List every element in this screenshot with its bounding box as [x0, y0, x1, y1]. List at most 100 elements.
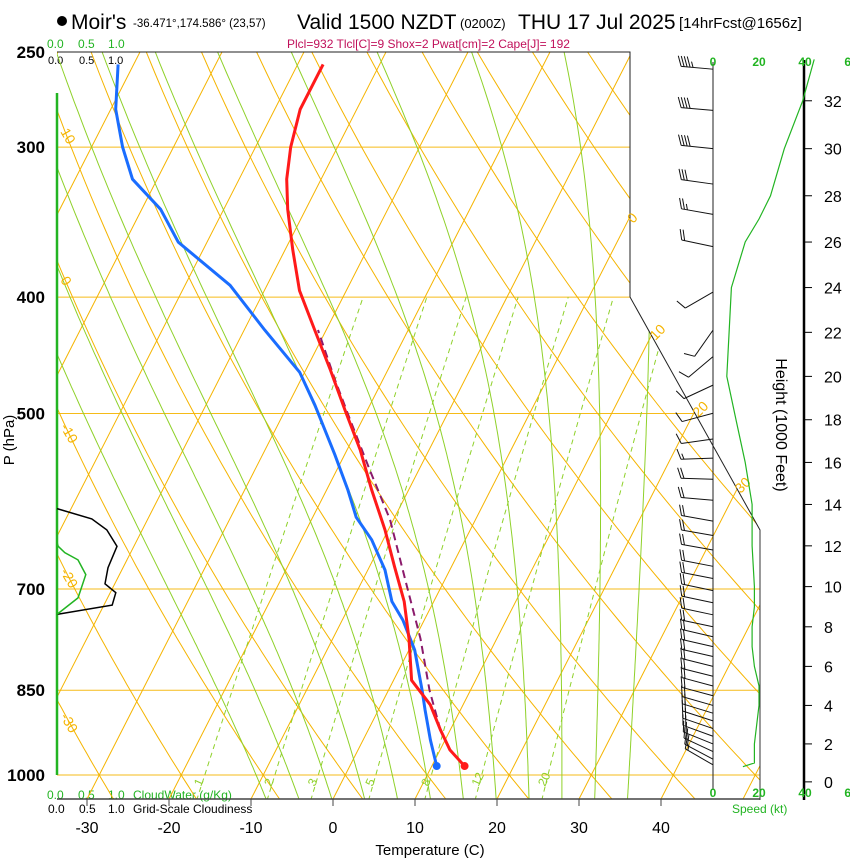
height-tick-label: 32 [824, 94, 842, 111]
dry-adiabat-line [409, 52, 760, 799]
moist-adiabat-line [146, 52, 432, 799]
barb-feather [675, 412, 683, 422]
barb-staff [685, 748, 714, 766]
wind-barb [679, 504, 714, 522]
barb-staff [681, 529, 714, 537]
barb-feather [679, 549, 683, 561]
temperature-tick-label: 20 [488, 820, 506, 837]
barb-feather [679, 229, 683, 241]
isotherm-line [577, 52, 760, 799]
speed-tick-label: 0 [710, 55, 717, 69]
barb-staff [681, 559, 714, 567]
barb-staff [681, 638, 714, 648]
temperature-tick-label: 10 [406, 820, 424, 837]
height-tick-label: 16 [824, 455, 842, 472]
pressure-tick-label: 400 [17, 288, 45, 307]
barb-staff [683, 384, 714, 400]
wind-barb [679, 519, 714, 537]
barb-feather [682, 229, 686, 241]
pressure-tick-label: 300 [17, 138, 45, 157]
barb-feather [682, 619, 686, 631]
cloudiness-line [56, 507, 118, 616]
barb-feather [682, 505, 685, 517]
barb-half-feather [681, 453, 685, 460]
height-tick-label: 8 [824, 620, 833, 637]
temperature-tick-label: -30 [75, 820, 98, 837]
wind-barb [684, 733, 714, 760]
cloudwater-tick: 1.0 [108, 37, 125, 51]
barb-staff [685, 291, 714, 309]
barb-staff [681, 595, 714, 604]
forecast-info: [14hrFcst@1656z] [679, 15, 802, 32]
height-tick-label: 4 [824, 698, 833, 715]
mixing-ratio-line [266, 297, 428, 799]
barb-feather [686, 135, 691, 147]
dry-adiabat-line [137, 52, 614, 799]
wind-barb [683, 727, 714, 752]
barb-staff [681, 619, 714, 628]
barb-feather [679, 573, 683, 585]
wind-barb [677, 467, 714, 480]
barb-feather [684, 737, 688, 749]
valid-time: Valid 1500 NZDT [297, 11, 457, 34]
forecast-date: THU 17 Jul 2025 [518, 11, 676, 34]
barb-feather [682, 585, 686, 597]
temperature-tick-label: 30 [570, 820, 588, 837]
mixing-ratio-line [474, 297, 614, 799]
mixing-ratio-label: 2 [261, 776, 277, 788]
height-tick-label: 10 [824, 580, 842, 597]
mixing-ratio-label: 1 [191, 776, 207, 788]
barb-feather [682, 562, 686, 574]
height-tick-label: 18 [824, 413, 842, 430]
barb-staff [681, 658, 714, 667]
cloudiness-tick: 0.0 [48, 55, 63, 67]
height-tick-label: 22 [824, 325, 842, 342]
height-tick-label: 14 [824, 497, 842, 514]
dry-adiabat-line [57, 52, 115, 799]
barb-feather [679, 618, 683, 630]
temperature-tick-label: 0 [329, 820, 338, 837]
cloud-scale-bottom: 0.0 0.5 1.0 CloudWater (g/Kg) 0.0 0.5 1.… [47, 788, 252, 816]
moist-adiabat-line [57, 52, 268, 799]
cloudwater-tick: 0.5 [78, 37, 95, 51]
barb-feather [677, 96, 682, 108]
pressure-tick-label: 250 [17, 43, 45, 62]
barb-feather [679, 533, 682, 545]
dry-adiabat-line [57, 52, 282, 799]
wind-barb [679, 628, 714, 648]
height-axis-title: Height (1000 Feet) [772, 358, 789, 491]
wind-barb [679, 533, 714, 551]
barb-feather [680, 486, 685, 498]
barb-staff [681, 571, 714, 580]
cloudiness-tick: 0.5 [79, 55, 94, 67]
wind-barb [679, 585, 714, 604]
wind-barb [684, 737, 714, 766]
barb-feather [683, 658, 686, 670]
wind-panel: 0246810121416182022242628303200202040406… [675, 55, 850, 800]
wind-barb [677, 96, 714, 111]
mixing-ratio-line [196, 297, 364, 799]
moist-adiabat-line [281, 52, 497, 799]
pressure-tick-label: 700 [17, 580, 45, 599]
height-tick-label: 2 [824, 737, 833, 754]
barb-staff [681, 648, 714, 658]
barb-feather [678, 168, 682, 180]
barb-feather [676, 300, 686, 309]
barb-half-feather [691, 61, 694, 68]
barb-feather [683, 352, 695, 357]
barb-staff [681, 677, 714, 687]
cloud-profiles [56, 507, 118, 616]
speed-axis-title: Speed (kt) [732, 802, 787, 816]
barb-feather [681, 169, 685, 181]
barb-staff [694, 329, 714, 357]
barb-staff [681, 543, 714, 551]
dry-adiabat-line [627, 52, 760, 799]
mixing-ratio-label: 20 [535, 770, 553, 788]
barb-feather [679, 504, 682, 516]
barb-feather [682, 639, 686, 651]
cloud-scale-top: 0.0 0.5 1.0 0.0 0.5 1.0 [47, 37, 125, 67]
wind-barb [678, 356, 714, 378]
isotherm-line [57, 52, 152, 799]
dry-adiabat-label: 10 [57, 125, 79, 147]
isotherm-line [413, 52, 760, 799]
